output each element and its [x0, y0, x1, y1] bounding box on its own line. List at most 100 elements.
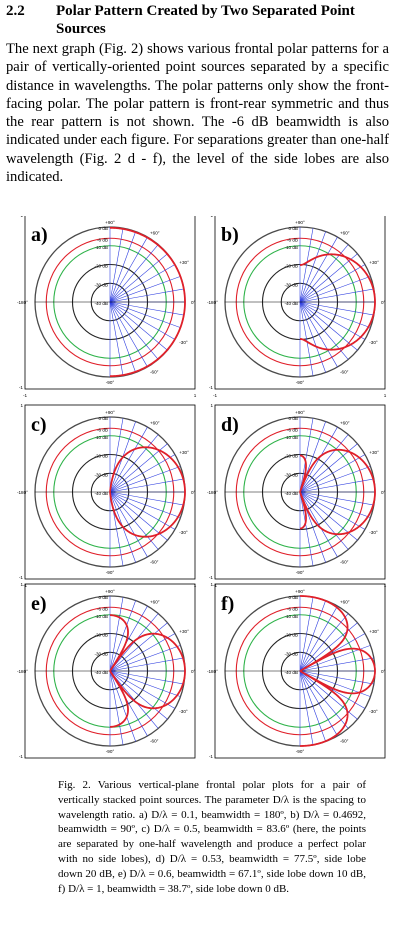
- ring-label: 0 dB: [99, 226, 108, 231]
- ring-label: 0 dB: [289, 595, 298, 600]
- axis-tick-label: 1: [20, 216, 23, 218]
- angle-label: -90°: [296, 570, 305, 575]
- ring-label: -30 dB: [284, 472, 298, 477]
- plot-frame: [24, 216, 196, 390]
- angle-label: +60°: [150, 600, 160, 605]
- ring-label: 0 dB: [99, 416, 108, 421]
- figure-caption: Fig. 2. Various vertical-plane frontal p…: [58, 779, 366, 895]
- spoke: [299, 491, 371, 518]
- axis-tick-label: 1: [194, 393, 197, 398]
- ring-label: -30 dB: [94, 472, 108, 477]
- ring-label: -10 dB: [284, 614, 298, 619]
- spoke: [109, 301, 124, 376]
- spoke: [299, 491, 338, 558]
- spoke: [109, 288, 184, 303]
- angle-label: -180°: [207, 490, 218, 495]
- section-title: Polar Pattern Created by Two Separated P…: [56, 3, 355, 37]
- angle-label: +90°: [105, 410, 115, 415]
- ring-label: -20 dB: [94, 633, 108, 638]
- polar-pattern-line: [299, 253, 376, 351]
- polar-pattern-line: [299, 448, 376, 536]
- spoke: [109, 491, 148, 558]
- spoke: [109, 670, 124, 745]
- spoke: [299, 276, 371, 303]
- spoke: [109, 670, 184, 685]
- body-paragraph: The next graph (Fig. 2) shows various fr…: [6, 41, 389, 186]
- angle-label: -90°: [106, 570, 115, 575]
- spoke: [109, 670, 176, 709]
- angle-label: +90°: [105, 589, 115, 594]
- ring-label: -10 dB: [284, 435, 298, 440]
- spoke: [109, 491, 159, 550]
- spoke: [299, 670, 314, 745]
- spoke: [109, 454, 176, 493]
- spoke: [299, 301, 374, 316]
- axis-tick-label: -1: [19, 385, 24, 390]
- spoke: [109, 264, 176, 303]
- spoke: [109, 491, 184, 506]
- angle-label: 0°: [381, 490, 386, 495]
- ring-label: -6 dB: [287, 427, 298, 432]
- spoke: [109, 231, 136, 303]
- angle-label: -30°: [179, 709, 188, 714]
- polar-plot-c: 0 dB -6 dB -10 dB -20 dB -30 dB -40 dB +90° +60…: [17, 403, 197, 588]
- plot-frame: [24, 404, 196, 580]
- spoke: [299, 228, 314, 303]
- spoke: [109, 301, 159, 360]
- ring-label: -30 dB: [284, 651, 298, 656]
- angle-label: -180°: [17, 300, 28, 305]
- angle-label: -30°: [369, 530, 378, 535]
- ring-label: -6 dB: [287, 237, 298, 242]
- polar-plot-grid: 0 dB-6 dB-10 dB-20 dB-30 dB-40 dB+90°+60…: [17, 216, 387, 759]
- axis-tick-label: 1: [20, 403, 23, 408]
- angle-label: -60°: [150, 369, 159, 374]
- axis-tick-label: -1: [19, 754, 24, 759]
- angle-label: 0°: [381, 669, 386, 674]
- axis-tick-label: 1: [210, 582, 213, 587]
- angle-label: -60°: [340, 369, 349, 374]
- angle-label: +60°: [340, 421, 350, 426]
- ring-label: -10 dB: [94, 614, 108, 619]
- spoke: [109, 657, 184, 672]
- spoke: [299, 491, 374, 506]
- spoke: [299, 605, 338, 672]
- spoke: [299, 670, 374, 685]
- angle-label: -60°: [340, 738, 349, 743]
- plot-frame: [214, 583, 386, 759]
- ring-label: 0 dB: [289, 416, 298, 421]
- angle-label: +60°: [150, 231, 160, 236]
- ring-label: -40 dB: [94, 670, 108, 675]
- spoke: [109, 478, 184, 493]
- spoke: [299, 301, 358, 351]
- angle-label: +30°: [369, 450, 379, 455]
- spoke: [299, 244, 349, 303]
- angle-label: +30°: [179, 450, 189, 455]
- axis-tick-label: -1: [23, 393, 28, 398]
- ring-label: -6 dB: [97, 427, 108, 432]
- angle-label: +30°: [179, 629, 189, 634]
- spoke: [109, 466, 181, 493]
- spoke: [109, 491, 181, 518]
- angle-label: +90°: [295, 220, 305, 225]
- angle-label: +30°: [369, 629, 379, 634]
- angle-label: 0°: [191, 669, 196, 674]
- spoke: [299, 301, 349, 360]
- axis-tick-label: -1: [209, 754, 214, 759]
- ring-label: -40 dB: [94, 491, 108, 496]
- ring-label: -20 dB: [284, 454, 298, 459]
- ring-label: -40 dB: [284, 491, 298, 496]
- polar-plot-d: 0 dB -6 dB -10 dB -20 dB -30 dB -40 dB +90° +60…: [207, 403, 387, 588]
- spoke: [299, 301, 326, 373]
- spoke: [299, 600, 326, 672]
- polar-plot-e: 0 dB -6 dB -10 dB -20 dB -30 dB -40 dB +90° +60…: [17, 582, 196, 759]
- spoke: [109, 244, 159, 303]
- axis-tick-label: 1: [384, 393, 387, 398]
- figure-2: 0 dB -6 dB -10 dB -20 dB -30 dB -40 dB +90° +60…: [0, 216, 400, 761]
- axis-tick-label: -1: [19, 575, 24, 580]
- spoke: [109, 491, 176, 530]
- spoke: [299, 613, 349, 672]
- spoke: [299, 418, 314, 493]
- angle-label: -30°: [369, 709, 378, 714]
- angle-label: -180°: [207, 669, 218, 674]
- angle-label: -90°: [296, 380, 305, 385]
